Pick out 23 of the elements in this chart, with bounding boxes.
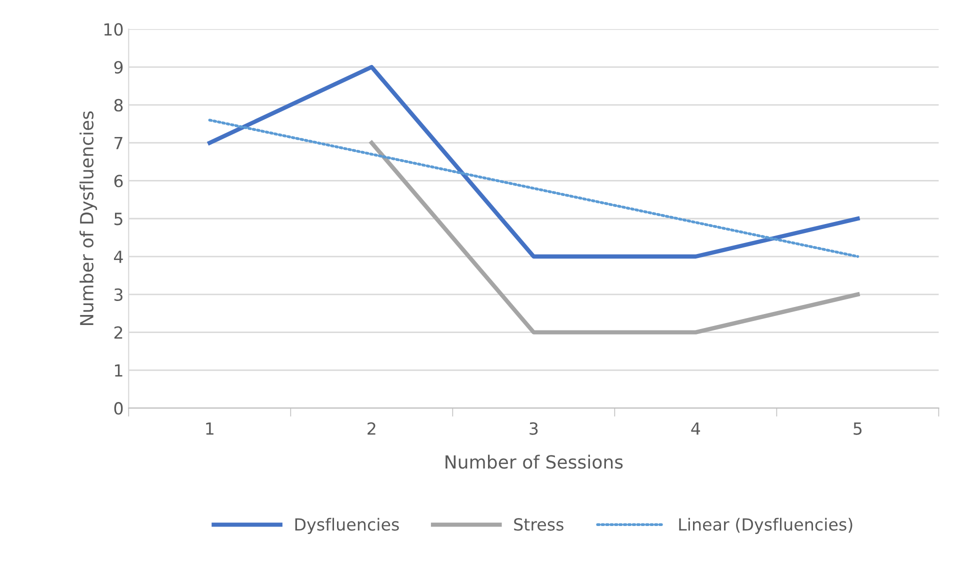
- y-tick-label: 7: [114, 137, 122, 150]
- y-tick-label: 4: [114, 250, 123, 263]
- y-tick-label: 6: [114, 174, 123, 188]
- y-tick-label: 2: [114, 326, 122, 339]
- x-tick-label: 1: [206, 422, 214, 435]
- y-tick-label: 8: [114, 98, 123, 112]
- legend-label: Stress: [514, 518, 564, 531]
- y-tick-label: 9: [114, 61, 123, 74]
- y-tick-label: 10: [104, 23, 123, 36]
- x-tick-label: 5: [854, 422, 862, 435]
- x-axis-title: Number of Sessions: [446, 454, 623, 469]
- x-tick-label: 2: [368, 422, 376, 435]
- y-tick-label: 3: [114, 288, 122, 301]
- x-tick-label: 3: [530, 422, 538, 435]
- line-series: [208, 64, 860, 259]
- y-tick-label: 0: [114, 402, 123, 415]
- legend-label: Dysfluencies: [295, 518, 399, 534]
- y-tick-label: 1: [115, 364, 122, 377]
- y-tick-label: 5: [114, 212, 122, 226]
- y-axis-title: Number of Dysfluencies: [80, 111, 98, 325]
- line-series: [208, 118, 860, 258]
- x-tick-label: 4: [691, 422, 700, 435]
- legend-label: Linear (Dysfluencies): [679, 518, 852, 534]
